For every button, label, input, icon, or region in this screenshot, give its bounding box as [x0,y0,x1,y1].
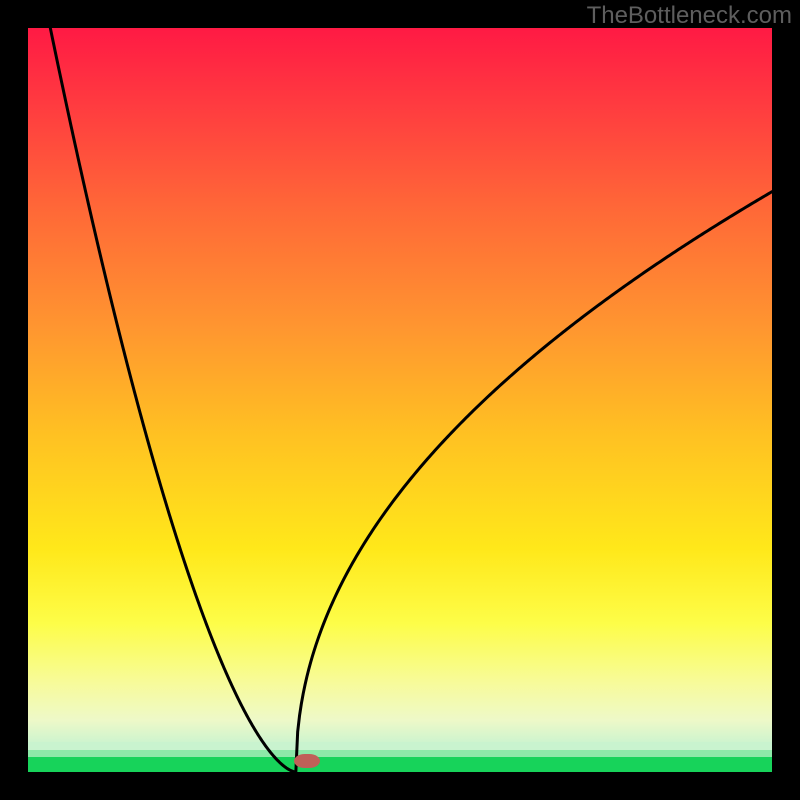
curve-path [50,28,772,772]
plot-area [28,28,772,772]
optimum-marker [294,754,320,768]
watermark-text: TheBottleneck.com [587,2,792,30]
bottleneck-curve [28,28,772,772]
chart-container: { "canvas": { "width": 800, "height": 80… [0,0,800,800]
